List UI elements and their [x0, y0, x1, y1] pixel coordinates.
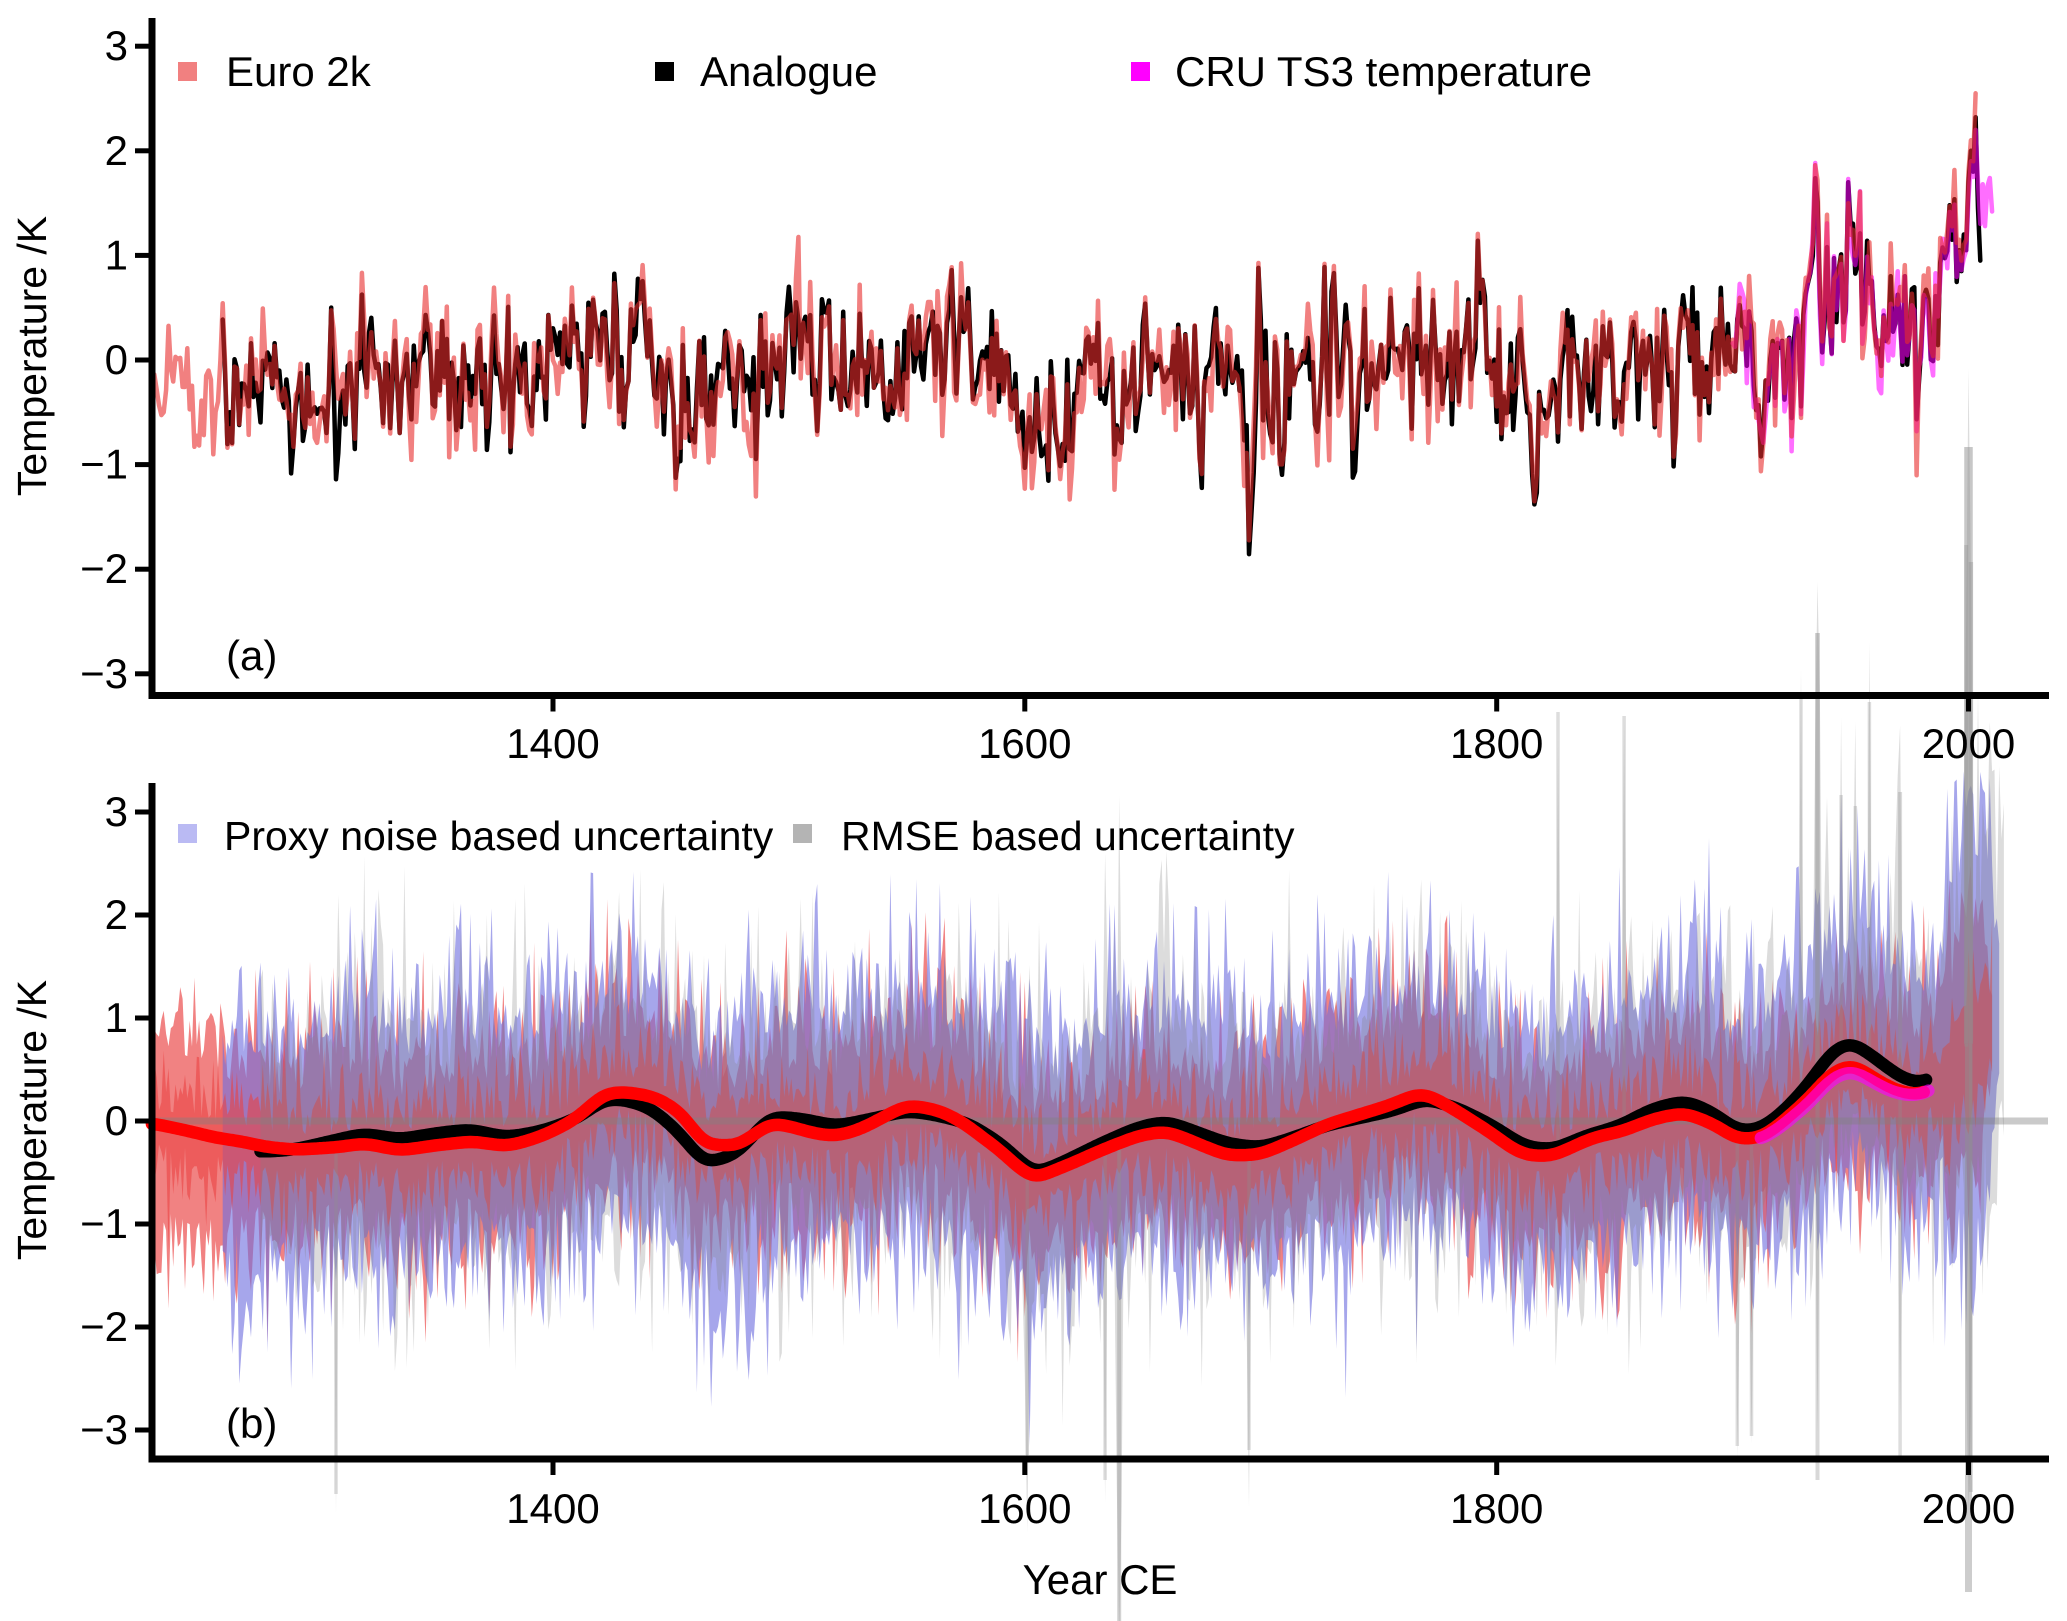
svg-text:3: 3: [105, 788, 128, 835]
svg-text:1600: 1600: [978, 1485, 1071, 1532]
svg-text:1: 1: [105, 231, 128, 278]
svg-text:CRU TS3 temperature: CRU TS3 temperature: [1175, 48, 1592, 95]
svg-text:1400: 1400: [506, 1485, 599, 1532]
svg-text:Temperature /K: Temperature /K: [9, 216, 55, 496]
svg-text:(b): (b): [226, 1400, 277, 1447]
svg-text:Analogue: Analogue: [700, 48, 878, 95]
svg-text:2000: 2000: [1922, 720, 2015, 767]
svg-text:1: 1: [105, 994, 128, 1041]
svg-text:−3: −3: [80, 1406, 128, 1453]
svg-text:1600: 1600: [978, 720, 1071, 767]
svg-text:1800: 1800: [1450, 720, 1543, 767]
svg-text:2000: 2000: [1922, 1485, 2015, 1532]
svg-text:Euro 2k: Euro 2k: [226, 48, 372, 95]
svg-text:Temperature /K: Temperature /K: [9, 980, 55, 1260]
svg-text:1800: 1800: [1450, 1485, 1543, 1532]
svg-text:(a): (a): [226, 632, 277, 679]
svg-text:Year CE: Year CE: [1023, 1556, 1178, 1603]
svg-text:−2: −2: [80, 1303, 128, 1350]
svg-text:−1: −1: [80, 441, 128, 488]
svg-text:2: 2: [105, 127, 128, 174]
svg-text:2: 2: [105, 891, 128, 938]
svg-text:1400: 1400: [506, 720, 599, 767]
svg-text:0: 0: [105, 1097, 128, 1144]
svg-text:RMSE based uncertainty: RMSE based uncertainty: [841, 813, 1295, 859]
svg-text:−2: −2: [80, 545, 128, 592]
svg-text:−3: −3: [80, 650, 128, 697]
svg-text:Proxy noise based uncertainty: Proxy noise based uncertainty: [224, 813, 774, 859]
svg-text:−1: −1: [80, 1200, 128, 1247]
svg-text:0: 0: [105, 336, 128, 383]
svg-text:3: 3: [105, 22, 128, 69]
